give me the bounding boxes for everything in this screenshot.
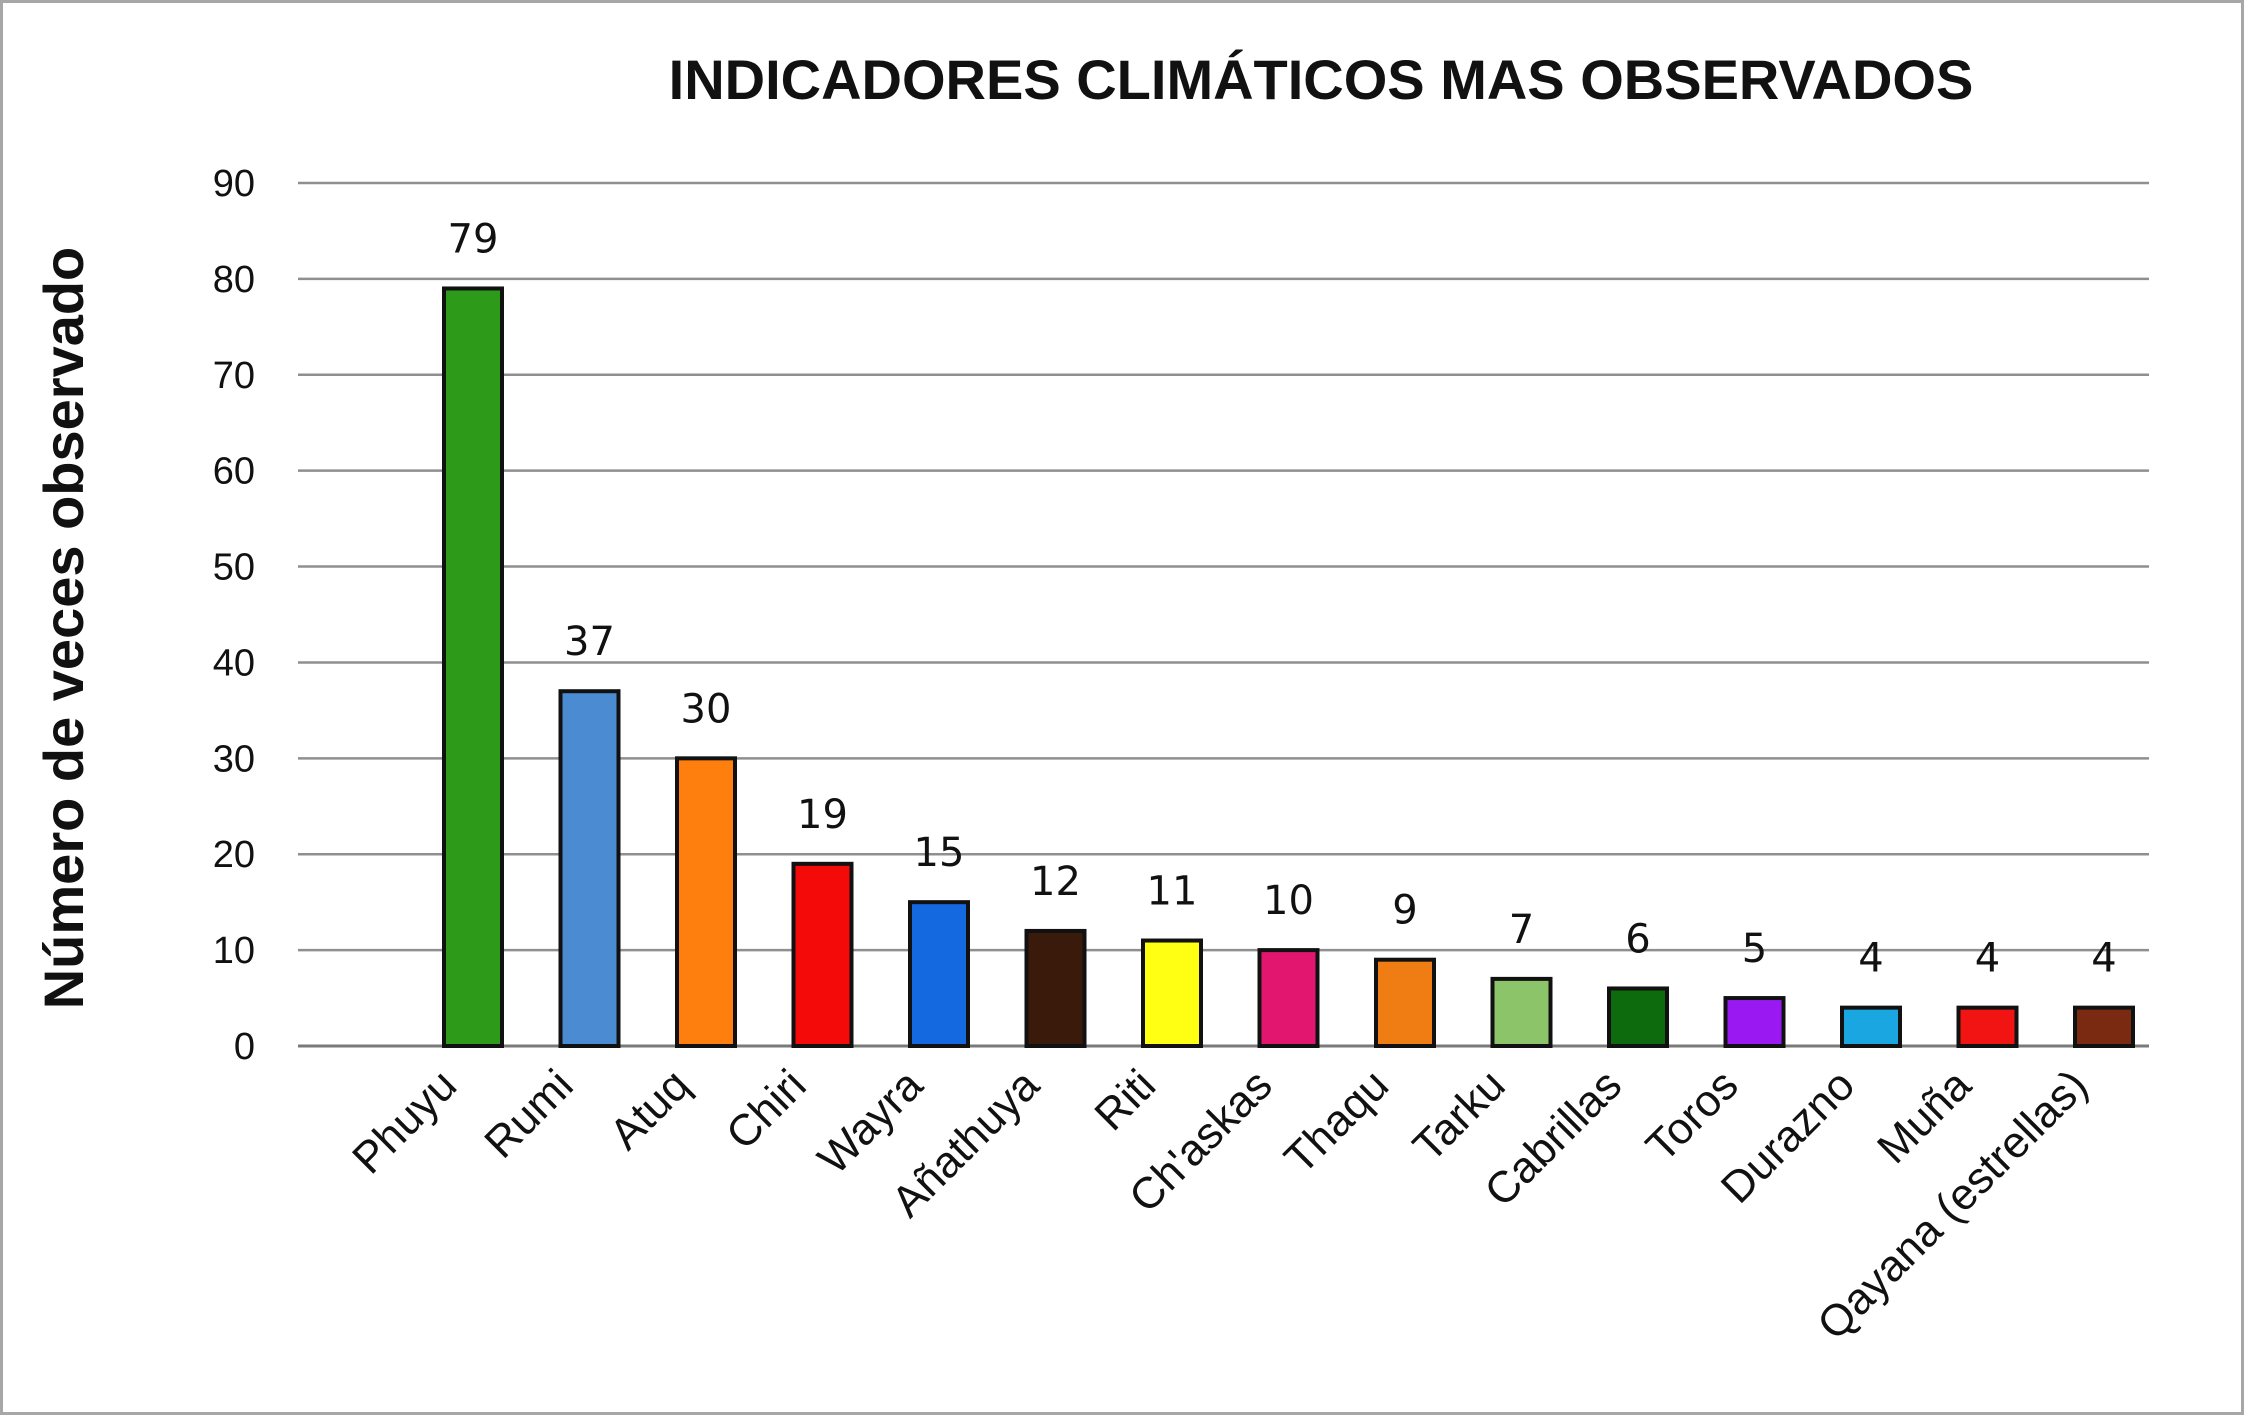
bar xyxy=(908,900,970,1049)
data-label: 10 xyxy=(1263,878,1314,924)
y-tick-label: 70 xyxy=(213,355,255,397)
x-tick-label: Chiri xyxy=(717,1060,816,1159)
data-label: 11 xyxy=(1147,869,1198,915)
bar xyxy=(1490,976,1553,1049)
data-label: 7 xyxy=(1509,907,1534,953)
data-label: 30 xyxy=(681,686,732,732)
data-label: 15 xyxy=(914,830,965,876)
x-tick-label: Muña xyxy=(1868,1060,1981,1173)
bar xyxy=(1956,1005,2019,1049)
x-tick-label: Atuq xyxy=(600,1060,699,1159)
data-label: 4 xyxy=(2091,936,2116,982)
y-tick-label: 0 xyxy=(234,1026,255,1068)
data-label: 6 xyxy=(1625,916,1650,962)
bar xyxy=(791,861,854,1048)
y-tick-label: 90 xyxy=(213,163,255,205)
bar xyxy=(2073,1005,2135,1049)
y-tick-label: 30 xyxy=(213,738,255,780)
x-tick-label: Phuyu xyxy=(343,1060,466,1183)
y-axis-ticks: 0 10 20 30 40 50 60 70 80 90 xyxy=(213,163,255,1068)
data-labels: 79 37 30 19 15 12 11 10 9 7 6 5 4 4 4 xyxy=(448,216,2117,981)
bar xyxy=(1024,928,1087,1049)
data-label: 79 xyxy=(448,216,499,262)
data-label: 19 xyxy=(797,792,848,838)
x-tick-label: Thaqu xyxy=(1275,1060,1398,1183)
data-label: 5 xyxy=(1742,926,1767,972)
y-tick-label: 10 xyxy=(213,930,255,972)
y-tick-label: 20 xyxy=(213,834,255,876)
data-label: 4 xyxy=(1975,936,2000,982)
y-tick-label: 60 xyxy=(213,451,255,493)
chart-title: INDICADORES CLIMÁTICOS MAS OBSERVADOS xyxy=(669,48,1974,111)
bar-chart: INDICADORES CLIMÁTICOS MAS OBSERVADOS Nú… xyxy=(32,48,2149,1349)
bar xyxy=(558,689,621,1048)
x-tick-label: Tarku xyxy=(1404,1060,1515,1171)
y-tick-label: 50 xyxy=(213,547,255,589)
y-tick-label: 80 xyxy=(213,259,255,301)
bar xyxy=(675,756,737,1048)
bar xyxy=(1607,986,1669,1049)
bar xyxy=(1723,996,1786,1048)
x-tick-label: Rumi xyxy=(475,1060,582,1167)
y-axis-label: Número de veces observado xyxy=(32,247,95,1010)
bars xyxy=(442,286,2135,1049)
x-tick-label: Riti xyxy=(1085,1060,1165,1140)
bar xyxy=(1374,957,1436,1049)
data-label: 37 xyxy=(564,619,615,665)
bar xyxy=(1840,1005,1902,1049)
data-label: 4 xyxy=(1858,936,1883,982)
x-tick-label: Toros xyxy=(1637,1060,1748,1171)
bar xyxy=(442,286,504,1048)
bar xyxy=(1141,938,1203,1048)
bar xyxy=(1257,948,1320,1048)
data-label: 9 xyxy=(1392,888,1417,934)
data-label: 12 xyxy=(1030,859,1081,905)
y-tick-label: 40 xyxy=(213,642,255,684)
